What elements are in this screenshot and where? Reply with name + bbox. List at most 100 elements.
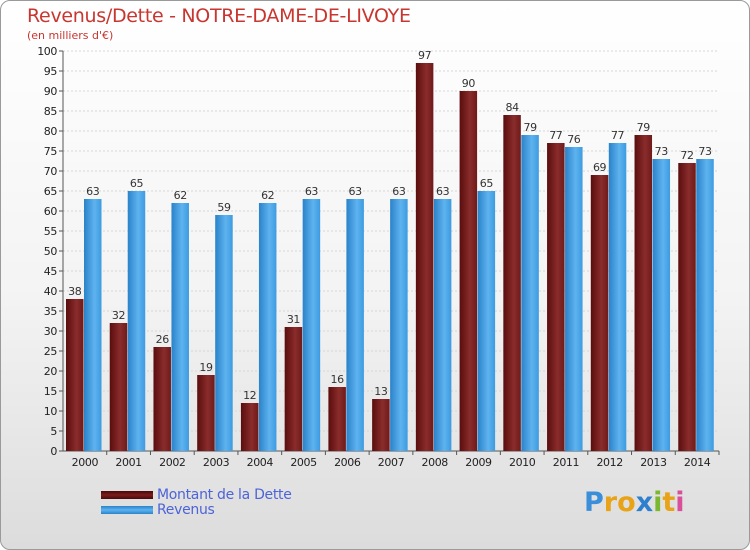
legend-swatch-revenus bbox=[101, 506, 153, 514]
proxiti-logo: Proxiti bbox=[584, 487, 685, 518]
logo-letter: P bbox=[584, 487, 604, 518]
data-label-dette-2004: 12 bbox=[243, 389, 256, 402]
bar-dette-2007 bbox=[372, 399, 390, 451]
chart-title: Revenus/Dette - NOTRE-DAME-DE-LIVOYE bbox=[27, 5, 411, 27]
bar-dette-2008 bbox=[415, 63, 434, 451]
x-tick-label: 2002 bbox=[159, 456, 185, 469]
y-tick-label: 50 bbox=[44, 245, 58, 258]
legend-swatch-dette bbox=[101, 491, 153, 499]
bar-dette-2012 bbox=[590, 175, 609, 451]
bar-dette-2014 bbox=[678, 163, 696, 451]
bar-dette-2009 bbox=[459, 91, 478, 451]
x-tick-label: 2003 bbox=[203, 456, 230, 469]
y-tick-label: 65 bbox=[44, 185, 58, 198]
bar-revenus-2010 bbox=[521, 135, 539, 451]
y-tick-label: 30 bbox=[44, 325, 58, 338]
chart-subtitle: (en milliers d'€) bbox=[27, 29, 114, 42]
data-label-dette-2007: 13 bbox=[374, 385, 388, 398]
bar-revenus-2011 bbox=[565, 147, 583, 451]
bar-revenus-2002 bbox=[171, 203, 189, 451]
x-tick-label: 2006 bbox=[334, 456, 361, 469]
x-tick-label: 2012 bbox=[596, 456, 622, 469]
data-label-revenus-2008: 63 bbox=[436, 185, 450, 198]
bar-revenus-2003 bbox=[215, 215, 233, 451]
bar-dette-2003 bbox=[197, 375, 215, 451]
data-label-revenus-2010: 79 bbox=[523, 121, 537, 134]
data-label-revenus-2003: 59 bbox=[217, 201, 231, 214]
bar-revenus-2008 bbox=[433, 199, 452, 451]
y-tick-label: 90 bbox=[44, 85, 58, 98]
data-label-revenus-2001: 65 bbox=[130, 177, 144, 190]
y-tick-label: 10 bbox=[44, 405, 58, 418]
bar-revenus-2001 bbox=[127, 191, 146, 451]
bar-dette-2005 bbox=[284, 327, 303, 451]
bar-revenus-2004 bbox=[258, 203, 277, 451]
bar-dette-2000 bbox=[66, 299, 84, 451]
bar-dette-2013 bbox=[634, 135, 653, 451]
data-label-revenus-2006: 63 bbox=[349, 185, 363, 198]
data-label-revenus-2009: 65 bbox=[480, 177, 494, 190]
y-tick-label: 80 bbox=[44, 125, 58, 138]
data-label-dette-2010: 84 bbox=[505, 101, 519, 114]
y-tick-label: 20 bbox=[44, 365, 58, 378]
bar-revenus-2014 bbox=[696, 159, 714, 451]
logo-letter: i bbox=[653, 487, 663, 518]
y-tick-label: 70 bbox=[44, 165, 58, 178]
y-tick-label: 60 bbox=[44, 205, 58, 218]
bar-revenus-2005 bbox=[302, 199, 321, 451]
x-tick-label: 2001 bbox=[115, 456, 141, 469]
data-label-revenus-2002: 62 bbox=[174, 189, 187, 202]
y-tick-labels: 0 5 10 15 20 25 30 35 40 45 50 55 60 65 70 75 80 85 90 95 10… bbox=[37, 45, 58, 458]
bar-dette-2011 bbox=[547, 143, 565, 451]
data-label-dette-2005: 31 bbox=[287, 313, 300, 326]
data-label-dette-2001: 32 bbox=[112, 309, 125, 322]
bar-revenus-2006 bbox=[346, 199, 364, 451]
logo-letter: x bbox=[635, 487, 654, 518]
y-tick-label: 40 bbox=[44, 285, 58, 298]
x-tick-label: 2000 bbox=[72, 456, 99, 469]
logo-letter: o bbox=[617, 487, 636, 518]
y-tick-label: 55 bbox=[44, 225, 58, 238]
y-tick-label: 45 bbox=[44, 265, 58, 278]
x-tick-label: 2008 bbox=[422, 456, 449, 469]
bar-dette-2004 bbox=[240, 403, 259, 451]
bar-dette-2002 bbox=[153, 347, 171, 451]
y-tick-label: 25 bbox=[44, 345, 58, 358]
data-label-revenus-2014: 73 bbox=[698, 145, 712, 158]
legend-label-revenus: Revenus bbox=[157, 502, 215, 518]
y-tick-label: 35 bbox=[44, 305, 58, 318]
y-tick-label: 5 bbox=[50, 425, 57, 438]
x-tick-label: 2010 bbox=[509, 456, 536, 469]
data-label-dette-2000: 38 bbox=[68, 285, 82, 298]
bars bbox=[66, 63, 714, 451]
y-tick-label: 0 bbox=[50, 445, 57, 458]
x-tick-label: 2014 bbox=[684, 456, 711, 469]
logo-letter: t bbox=[662, 487, 676, 518]
x-tick-label: 2013 bbox=[640, 456, 667, 469]
bar-dette-2006 bbox=[328, 387, 346, 451]
legend-label-dette: Montant de la Dette bbox=[157, 487, 292, 503]
x-tick-label: 2004 bbox=[247, 456, 274, 469]
x-tick-label: 2007 bbox=[378, 456, 405, 469]
data-label-revenus-2011: 76 bbox=[567, 133, 581, 146]
data-labels: 38 63 32 65 26 62 19 59 12 62 31 63 16 63 13 63 97 63 90 65… bbox=[68, 49, 712, 402]
x-tick-label: 2005 bbox=[290, 456, 317, 469]
y-tick-label: 85 bbox=[44, 105, 58, 118]
data-label-dette-2006: 16 bbox=[331, 373, 345, 386]
data-label-revenus-2007: 63 bbox=[392, 185, 406, 198]
bar-revenus-2007 bbox=[390, 199, 408, 451]
bar-dette-2001 bbox=[109, 323, 128, 451]
x-tick-labels: 2000 2001 2002 2003 2004 2005 2006 2007 2008 2009… bbox=[72, 451, 720, 469]
x-tick-label: 2011 bbox=[553, 456, 579, 469]
data-label-revenus-2013: 73 bbox=[655, 145, 669, 158]
data-label-dette-2002: 26 bbox=[156, 333, 170, 346]
bar-dette-2010 bbox=[503, 115, 521, 451]
bar-revenus-2000 bbox=[84, 199, 102, 451]
data-label-revenus-2000: 63 bbox=[86, 185, 100, 198]
data-label-revenus-2005: 63 bbox=[305, 185, 319, 198]
logo-letter: r bbox=[603, 487, 618, 518]
data-label-revenus-2004: 62 bbox=[261, 189, 274, 202]
y-tick-label: 100 bbox=[37, 45, 57, 58]
